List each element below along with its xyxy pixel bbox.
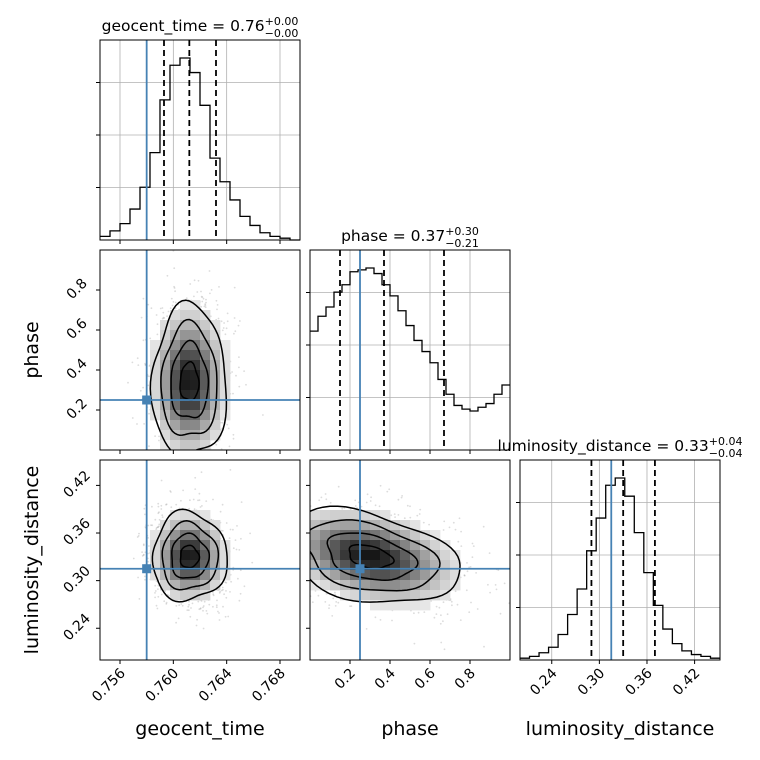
- truth-marker: [355, 564, 365, 574]
- axes-frame: [99, 249, 301, 451]
- x-tick-label: 0.2: [332, 666, 359, 693]
- joint-panel-geocent-time-phase: 0.2 0.4 0.6 0.8: [64, 249, 301, 454]
- y-label-phase: phase: [21, 321, 43, 378]
- histogram-step-luminosity-distance: [520, 477, 720, 659]
- contour-level-4: [149, 299, 228, 450]
- x-tick-label: 0.24: [527, 665, 560, 698]
- x-label-luminosity-distance: luminosity_distance: [526, 718, 715, 740]
- x-tick-label: 0.760: [142, 666, 182, 706]
- x-tick-label: 0.42: [670, 666, 703, 699]
- y-tick-label: 0.8: [64, 276, 91, 303]
- hist-panel-luminosity-distance: luminosity_distance = 0.33+0.04−0.04: [498, 435, 743, 664]
- contour-level-4: [310, 505, 461, 603]
- axes-frame: [99, 39, 301, 241]
- x-tick-label: 0.4: [372, 665, 399, 692]
- y-tick-label: 0.30: [60, 563, 93, 596]
- contour-level-4: [151, 508, 228, 603]
- axes-frame: [309, 459, 511, 661]
- hist-panel-phase: phase = 0.37+0.30−0.21: [306, 225, 511, 454]
- contour-level-1: [179, 360, 200, 402]
- joint-panel-geocent-time-luminosity-distance: 0.24 0.30 0.36 0.42: [60, 459, 301, 664]
- x-tick-label: 0.8: [452, 666, 479, 693]
- title-minus-geocent-time: −0.00: [265, 27, 299, 40]
- contour-level-2: [171, 532, 211, 579]
- y-tick-label: 0.2: [64, 396, 91, 423]
- x-tick-label: 0.30: [575, 666, 608, 699]
- contour-level-3: [160, 318, 218, 436]
- joint-panel-phase-luminosity-distance: [306, 459, 511, 664]
- truth-marker: [142, 395, 152, 405]
- y-tick-label: 0.6: [64, 316, 91, 343]
- contour-level-1: [179, 544, 201, 569]
- hist-panel-geocent-time: geocent_time = 0.76+0.00−0.00: [96, 15, 301, 244]
- x-label-geocent-time: geocent_time: [135, 718, 264, 740]
- truth-marker: [142, 564, 152, 574]
- axes-frame: [99, 459, 301, 661]
- x-tick-label: 0.768: [249, 666, 289, 706]
- contour-level-2: [326, 532, 419, 581]
- contour-level-2: [170, 339, 210, 419]
- axes-frame: [519, 459, 721, 661]
- y-tick-label: 0.4: [64, 356, 91, 383]
- y-tick-label: 0.24: [60, 611, 93, 644]
- y-tick-label: 0.36: [60, 515, 93, 548]
- title-minus-phase: −0.21: [445, 237, 479, 250]
- histogram-step-phase: [310, 267, 510, 412]
- x-tick-label: 0.756: [89, 665, 129, 705]
- title-minus-luminosity-distance: −0.04: [709, 447, 743, 460]
- x-label-phase: phase: [381, 718, 438, 740]
- y-tick-label: 0.42: [60, 468, 93, 501]
- x-tick-label: 0.6: [412, 665, 439, 692]
- axes-frame: [309, 249, 511, 451]
- x-tick-label: 0.36: [622, 665, 655, 698]
- histogram-step-geocent-time: [100, 57, 300, 241]
- y-label-luminosity-distance: luminosity_distance: [21, 466, 43, 655]
- contour-level-3: [310, 519, 441, 592]
- title-geocent-time: geocent_time = 0.76+0.00: [102, 15, 299, 36]
- contour-level-3: [161, 520, 220, 591]
- title-luminosity-distance: luminosity_distance = 0.33+0.04: [498, 435, 743, 456]
- x-tick-label: 0.764: [196, 665, 236, 705]
- title-phase: phase = 0.37+0.30: [341, 225, 479, 245]
